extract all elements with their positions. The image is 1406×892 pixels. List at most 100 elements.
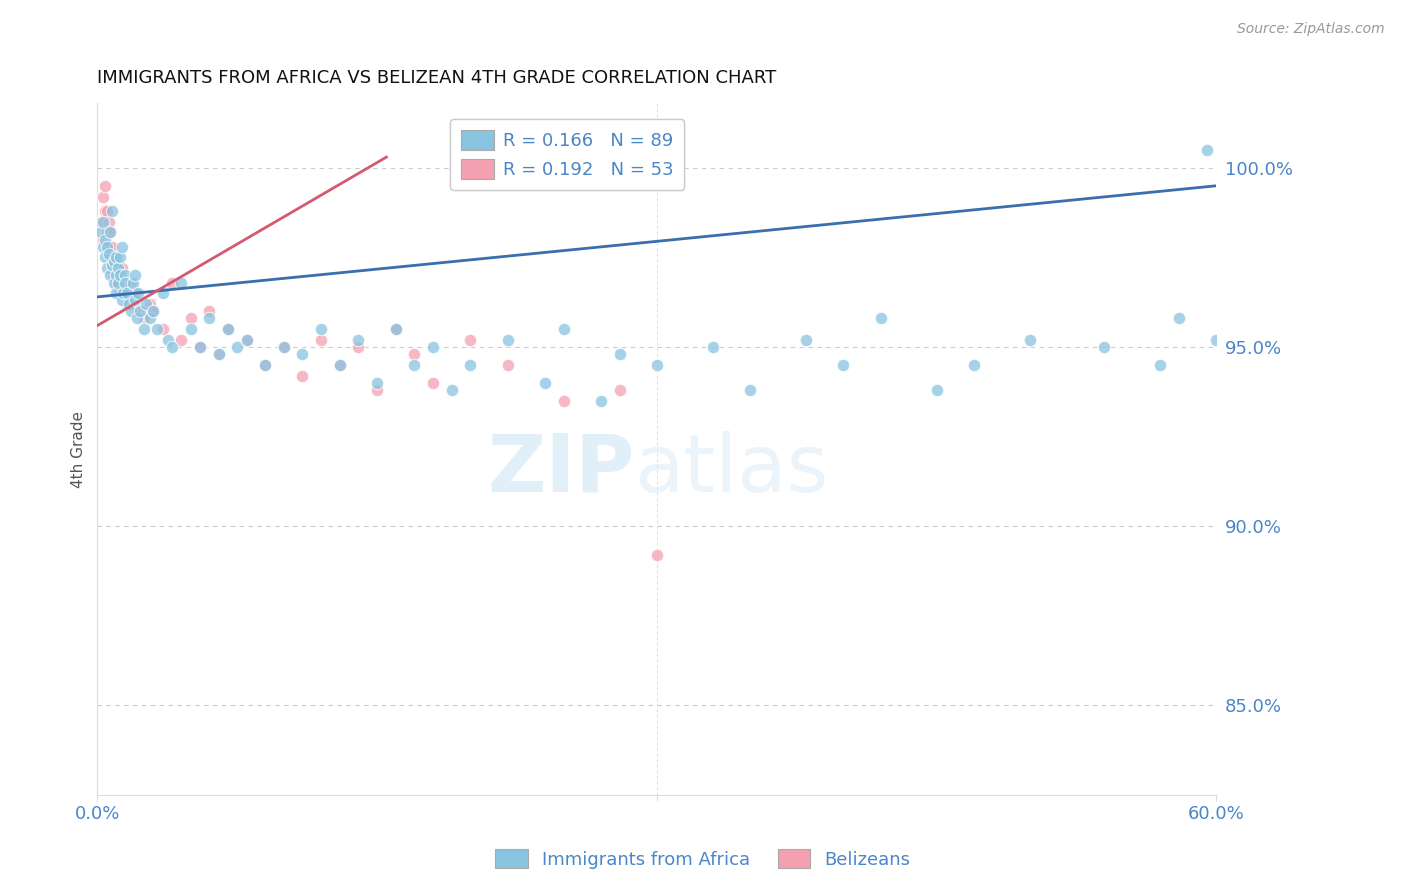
Point (152, 286, 174, 301)
Point (100, 251, 122, 265)
Point (103, 268, 125, 283)
Point (180, 322, 202, 336)
Point (96, 226, 118, 240)
Point (120, 304, 142, 318)
Point (609, 383, 631, 397)
Point (115, 297, 138, 311)
Point (794, 333, 817, 347)
Point (100, 226, 122, 240)
Point (107, 276, 129, 290)
Point (309, 322, 332, 336)
Legend: R = 0.166   N = 89, R = 0.192   N = 53: R = 0.166 N = 89, R = 0.192 N = 53 (450, 120, 685, 190)
Point (329, 358, 352, 372)
Point (1149, 358, 1171, 372)
Point (440, 383, 463, 397)
Point (112, 286, 135, 301)
Point (110, 293, 132, 308)
Point (114, 286, 136, 301)
Point (100, 226, 122, 240)
Point (142, 304, 165, 318)
Point (217, 322, 239, 336)
Point (645, 548, 668, 562)
Point (90, 226, 112, 240)
Point (869, 311, 891, 326)
Point (103, 276, 125, 290)
Point (1298, 322, 1320, 336)
Point (124, 293, 146, 308)
Point (97, 247, 120, 261)
Point (125, 311, 148, 326)
Point (291, 347, 314, 361)
Point (94, 251, 117, 265)
Text: IMMIGRANTS FROM AFRICA VS BELIZEAN 4TH GRADE CORRELATION CHART: IMMIGRANTS FROM AFRICA VS BELIZEAN 4TH G… (97, 69, 776, 87)
Point (534, 376, 557, 390)
Point (120, 276, 142, 290)
Point (198, 311, 221, 326)
Point (91, 233, 114, 247)
Point (152, 322, 174, 336)
Point (110, 261, 132, 276)
Point (384, 322, 406, 336)
Point (347, 333, 370, 347)
Point (146, 322, 169, 336)
Point (1092, 340, 1115, 354)
Point (273, 340, 295, 354)
Text: ZIP: ZIP (486, 431, 634, 509)
Point (124, 286, 146, 301)
Point (217, 322, 239, 336)
Point (609, 347, 631, 361)
Point (254, 358, 277, 372)
Point (107, 268, 129, 283)
Point (254, 358, 277, 372)
Point (94, 178, 117, 193)
Point (160, 340, 183, 354)
Point (207, 347, 229, 361)
Point (963, 358, 986, 372)
Point (96, 261, 118, 276)
Point (207, 347, 229, 361)
Point (114, 276, 136, 290)
Point (422, 340, 444, 354)
Point (94, 203, 117, 218)
Point (422, 376, 444, 390)
Point (127, 304, 149, 318)
Point (1261, 347, 1284, 361)
Point (127, 286, 149, 301)
Point (103, 254, 125, 268)
Point (160, 276, 183, 290)
Text: atlas: atlas (634, 431, 828, 509)
Point (170, 276, 193, 290)
Point (404, 347, 426, 361)
Point (329, 358, 352, 372)
Point (404, 358, 426, 372)
Point (235, 333, 257, 347)
Y-axis label: 4th Grade: 4th Grade (72, 410, 86, 488)
Point (832, 358, 855, 372)
Point (738, 383, 761, 397)
Point (105, 251, 128, 265)
Point (188, 340, 211, 354)
Point (90, 214, 112, 228)
Point (100, 268, 122, 283)
Point (170, 333, 193, 347)
Point (105, 286, 128, 301)
Point (273, 340, 295, 354)
Point (91, 189, 114, 203)
Point (121, 276, 143, 290)
Point (384, 322, 406, 336)
Point (925, 383, 948, 397)
Point (135, 297, 157, 311)
Point (366, 383, 388, 397)
Point (105, 261, 128, 276)
Point (110, 240, 132, 254)
Point (101, 203, 124, 218)
Point (226, 340, 249, 354)
Point (645, 358, 668, 372)
Point (347, 340, 370, 354)
Point (553, 322, 575, 336)
Point (1195, 143, 1218, 157)
Point (366, 376, 388, 390)
Point (124, 268, 146, 283)
Point (235, 333, 257, 347)
Point (132, 311, 155, 326)
